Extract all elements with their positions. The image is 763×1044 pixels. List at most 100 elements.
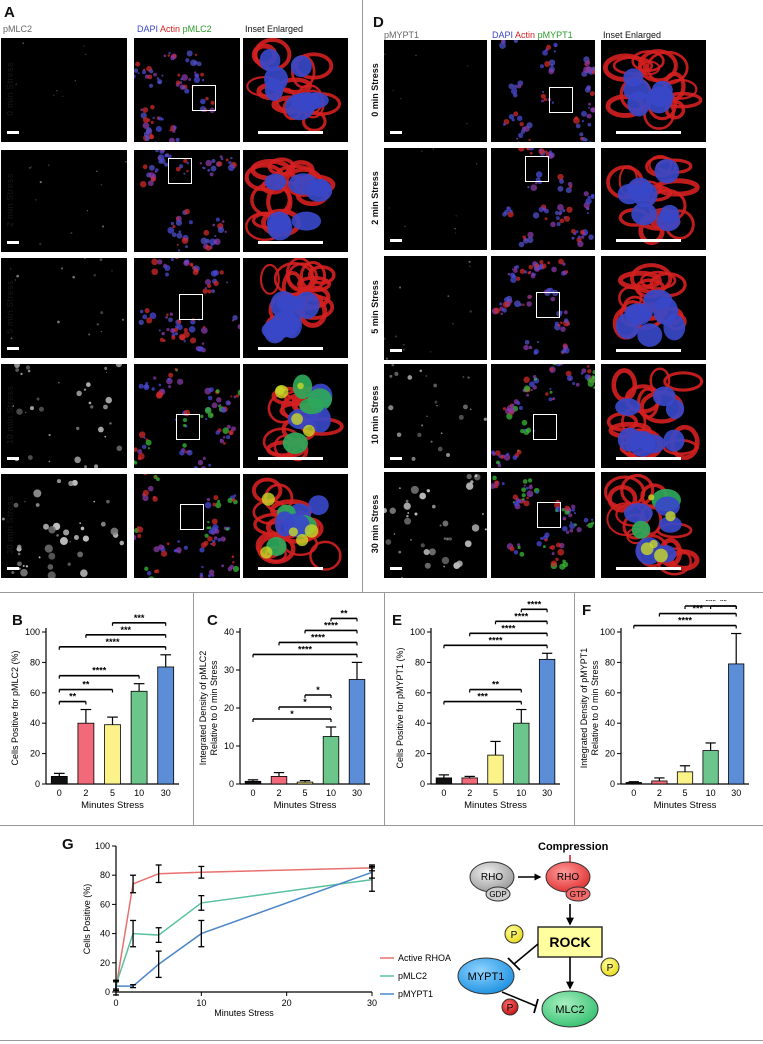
panel-letter-c: C	[207, 612, 218, 629]
y-tick-label: 20	[100, 958, 110, 968]
scale-bar	[615, 567, 681, 570]
bar	[270, 775, 288, 785]
significance-label: ***	[693, 604, 704, 614]
panel-a-gray-image-row-1	[1, 150, 127, 252]
x-tick-label: 5	[493, 788, 498, 798]
y-tick-label: 100	[410, 627, 425, 637]
bar	[625, 782, 642, 785]
significance-label: **	[340, 608, 348, 618]
panel-a-gray-image-row-0	[1, 38, 127, 142]
scale-bar	[390, 567, 402, 570]
x-tick-label: 30	[367, 998, 377, 1008]
scale-bar	[7, 347, 19, 350]
x-tick-label: 30	[542, 788, 552, 798]
panel-d-merge-image-row-1	[491, 148, 595, 250]
scale-bar	[615, 239, 681, 242]
chart-f: 0 20 40 60 80 100 0 2 5 10 30 Minutes Stress Integra…	[579, 600, 749, 811]
inset-marker-box	[525, 156, 549, 182]
inset-marker-box	[537, 502, 561, 528]
rock-node	[537, 926, 603, 958]
significance-label: ***	[134, 613, 145, 623]
mypt1-node	[457, 957, 515, 995]
column-header-pmypt1: pMYPT1	[384, 30, 420, 40]
y-axis-label: Integrated Density of pMYPT1	[579, 648, 589, 769]
y-tick-label: 20	[30, 749, 40, 759]
panel-d-row-label-4: 30 min Stress	[370, 494, 380, 554]
significance-label: ****	[527, 600, 542, 609]
rho-rock-pathway-diagram: Compression RHO GDP RHO GTP ROCK P P MYP…	[457, 841, 620, 1028]
panel-a-inset-image-row-0	[243, 38, 348, 142]
significance-label: *	[290, 709, 294, 719]
gtp-label: GTP	[570, 890, 586, 899]
gdp-node	[485, 886, 511, 902]
phospho-label-2: P	[607, 963, 614, 974]
x-tick-label: 2	[657, 788, 662, 798]
y-tick-label: 80	[415, 657, 425, 667]
panel-d-inset-image-row-3	[601, 364, 706, 468]
x-axis-label: Minutes Stress	[654, 800, 717, 811]
series-line-pmypt1	[116, 871, 373, 987]
series-line-pmlc2	[115, 878, 373, 985]
panel-letter-e: E	[392, 612, 403, 629]
rock-inhibits-mypt1	[513, 943, 539, 965]
panel-a-merge-image-row-3	[134, 364, 240, 468]
inset-marker-box	[179, 294, 203, 320]
horizontal-divider-top	[0, 592, 763, 593]
y-tick-label: 0	[420, 779, 425, 789]
panel-a-row-label-2: 5 min Stress	[5, 280, 15, 334]
bar	[50, 775, 68, 785]
compression-label: Compression	[538, 841, 609, 853]
phospho-circle-rock-right	[600, 957, 620, 977]
y-tick-label: 40	[224, 627, 234, 637]
panel-a-row-label-4: 30 min Stress	[5, 495, 15, 555]
column-header-inset: Inset Enlarged	[245, 24, 304, 34]
divider-ef	[574, 593, 575, 825]
significance-label: **	[69, 692, 77, 702]
significance-label: ****	[678, 616, 693, 626]
panel-d-row-label-0: 0 min Stress	[370, 63, 380, 117]
panel-d-inset-image-row-4	[601, 472, 706, 578]
legend-label-pmypt1: pMYPT1	[398, 989, 433, 999]
phospho-label-3: P	[507, 1003, 514, 1014]
bar	[435, 777, 453, 785]
scale-bar	[390, 239, 402, 242]
significance-label: ****	[92, 666, 107, 676]
significance-label: ****	[514, 611, 529, 621]
inset-marker-box	[549, 87, 573, 113]
y-tick-label: 80	[30, 657, 40, 667]
x-tick-label: 10	[326, 788, 336, 798]
y-axis-label: Cells Positive (%)	[82, 884, 92, 955]
panel-a-merge-image-row-4	[134, 474, 240, 578]
divider-bc	[193, 593, 194, 825]
chart-c: 0 10 20 30 40 0 2 5 10 30 Minutes Stress Integrated…	[198, 608, 370, 811]
bar	[461, 777, 478, 785]
y-tick-label: 10	[224, 741, 234, 751]
bar	[104, 724, 121, 785]
panel-letter-b: B	[12, 612, 23, 629]
horizontal-divider-bottom	[0, 825, 763, 826]
x-tick-label: 10	[196, 998, 206, 1008]
y-tick-label: 20	[224, 703, 234, 713]
y-tick-label: 100	[95, 841, 110, 851]
significance-label: ****	[311, 632, 326, 642]
panel-letter-d: D	[373, 14, 384, 31]
x-tick-label: 5	[302, 788, 307, 798]
panel-d-row-label-2: 5 min Stress	[370, 280, 380, 334]
bar	[651, 780, 668, 785]
mypt1-label: MYPT1	[468, 971, 505, 983]
y-tick-label: 20	[415, 749, 425, 759]
bar	[244, 780, 262, 785]
divider-ce	[384, 593, 385, 825]
significance-label: ****	[324, 620, 339, 630]
scale-bar	[257, 241, 323, 244]
x-tick-label: 0	[441, 788, 446, 798]
panel-a-merge-image-row-0	[134, 38, 240, 142]
x-tick-label: 5	[110, 788, 115, 798]
significance-label: **	[720, 600, 728, 606]
panel-a-row-label-1: 2 min Stress	[5, 173, 15, 227]
bar	[157, 666, 175, 785]
rho-gtp-label: RHO	[557, 872, 579, 883]
panel-d-inset-image-row-0	[601, 40, 706, 142]
bar	[513, 722, 530, 785]
legend-label-pmlc2: pMLC2	[398, 971, 427, 981]
